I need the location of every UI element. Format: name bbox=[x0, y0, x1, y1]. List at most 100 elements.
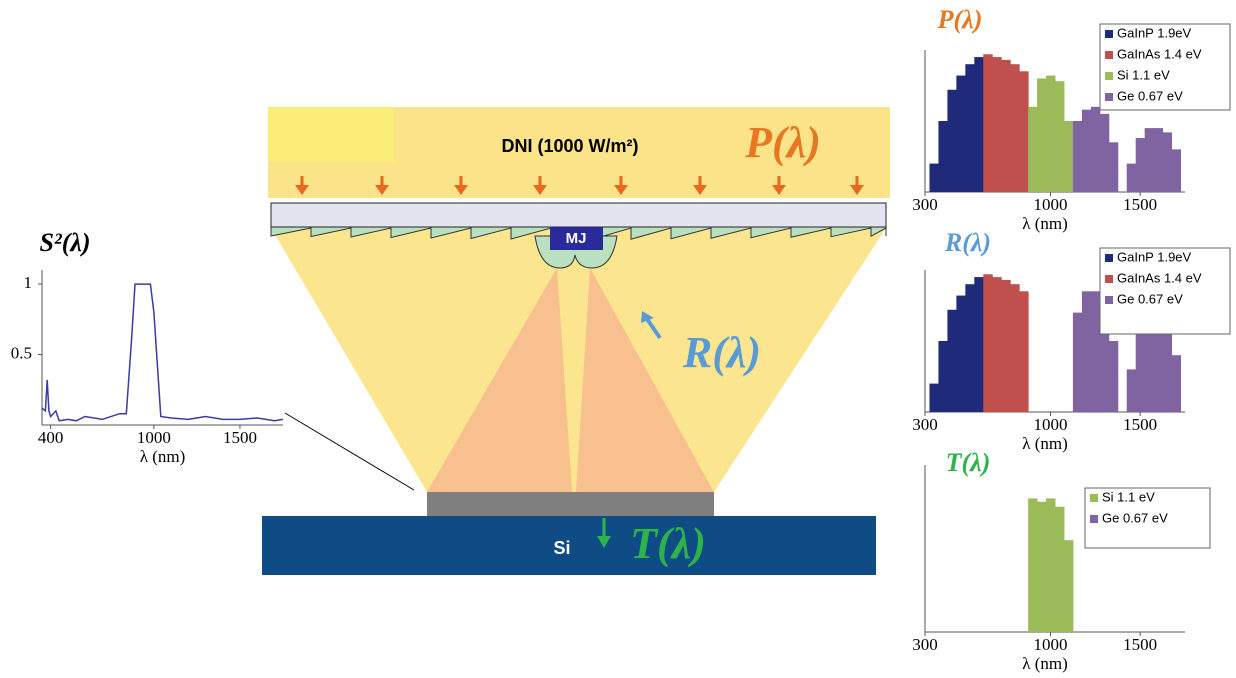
spectrum-bar bbox=[1172, 355, 1181, 412]
spectrum-bar bbox=[1046, 498, 1055, 632]
x-tick-label: 1000 bbox=[1034, 415, 1068, 434]
spectrum-bar bbox=[938, 341, 947, 412]
spectrum-bar bbox=[1064, 540, 1073, 632]
x-tick-label: 1500 bbox=[1123, 415, 1157, 434]
spectrum-bar bbox=[1019, 71, 1028, 192]
spectrum-bar bbox=[947, 90, 956, 192]
spectrum-bar bbox=[1163, 132, 1172, 192]
spectrum-bar bbox=[1010, 284, 1019, 412]
spectrum-bar bbox=[1028, 498, 1037, 632]
transmitted-label: T(λ) bbox=[630, 519, 706, 568]
y-tick-label: 1 bbox=[24, 273, 33, 292]
y-tick-label: 0.5 bbox=[11, 343, 32, 362]
spectrum-bar bbox=[965, 284, 974, 412]
spectrum-bar bbox=[992, 57, 1001, 192]
legend-swatch bbox=[1105, 72, 1113, 80]
spectrum-bar bbox=[1055, 81, 1064, 192]
spectrum-bar bbox=[1172, 149, 1181, 192]
dni-label: DNI (1000 W/m²) bbox=[501, 136, 638, 156]
spectrum-bar bbox=[956, 76, 965, 192]
x-tick-label: 1500 bbox=[223, 428, 257, 447]
legend-label: Si 1.1 eV bbox=[1117, 67, 1170, 82]
chart-title: R(λ) bbox=[944, 228, 991, 257]
legend-swatch bbox=[1105, 30, 1113, 38]
legend-label: GaInP 1.9eV bbox=[1117, 25, 1192, 40]
reflected-label: R(λ) bbox=[682, 328, 761, 377]
glass-plate bbox=[271, 203, 886, 227]
spectrum-bar bbox=[929, 164, 938, 192]
x-axis-label: λ (nm) bbox=[140, 447, 186, 466]
line bbox=[42, 284, 283, 421]
si-label: Si bbox=[553, 538, 570, 558]
legend-label: Ge 0.67 eV bbox=[1117, 291, 1183, 306]
spectrum-bar bbox=[1154, 327, 1163, 412]
x-axis-label: λ (nm) bbox=[1022, 434, 1068, 453]
spectrum-bar bbox=[1091, 107, 1100, 192]
spectrum-bar bbox=[1136, 138, 1145, 192]
x-tick-label: 1000 bbox=[137, 428, 171, 447]
legend-swatch bbox=[1105, 254, 1113, 262]
x-tick-label: 300 bbox=[912, 635, 938, 654]
spectrum-bar bbox=[1082, 291, 1091, 412]
spectrum-bar bbox=[1091, 291, 1100, 412]
spectrum-bar bbox=[1163, 334, 1172, 412]
x-tick-label: 300 bbox=[912, 415, 938, 434]
spectrum-bar bbox=[965, 64, 974, 192]
mj-label: MJ bbox=[566, 230, 587, 247]
spectrum-bar bbox=[1046, 76, 1055, 192]
x-axis-label: λ (nm) bbox=[1022, 214, 1068, 233]
spectrum-bar bbox=[938, 121, 947, 192]
legend-swatch bbox=[1090, 515, 1098, 523]
spectrum-bar bbox=[1001, 60, 1010, 192]
spectrum-bar bbox=[1109, 341, 1118, 412]
x-axis-label: λ (nm) bbox=[1022, 654, 1068, 673]
spectrum-bar bbox=[1055, 507, 1064, 632]
spectrum-bar bbox=[1127, 164, 1136, 192]
legend-label: GaInAs 1.4 eV bbox=[1117, 270, 1202, 285]
x-tick-label: 1000 bbox=[1034, 195, 1068, 214]
spectrum-bar bbox=[1001, 280, 1010, 412]
spectrum-bar bbox=[1145, 327, 1154, 412]
spectrum-bar bbox=[1019, 291, 1028, 412]
x-tick-label: 1500 bbox=[1123, 635, 1157, 654]
legend-label: Si 1.1 eV bbox=[1102, 489, 1155, 504]
spectrum-bar bbox=[1082, 110, 1091, 192]
spectrum-bar bbox=[974, 277, 983, 412]
spectrum-bar bbox=[956, 296, 965, 412]
chart-title: S²(λ) bbox=[39, 228, 90, 257]
spectrum-bar bbox=[1028, 107, 1037, 192]
spectrum-bar bbox=[1136, 334, 1145, 412]
spectrum-bar bbox=[1109, 142, 1118, 192]
spectrum-bar bbox=[1100, 114, 1109, 192]
spectrum-bar bbox=[947, 310, 956, 412]
chart-title: T(λ) bbox=[946, 448, 991, 477]
spectrum-bar bbox=[1064, 121, 1073, 192]
spectrum-bar bbox=[1037, 78, 1046, 192]
dni-highlight bbox=[268, 107, 394, 162]
incident-label: P(λ) bbox=[744, 118, 821, 167]
legend-label: GaInAs 1.4 eV bbox=[1117, 46, 1202, 61]
spectrum-bar bbox=[983, 54, 992, 192]
x-tick-label: 400 bbox=[38, 428, 64, 447]
x-tick-label: 1000 bbox=[1034, 635, 1068, 654]
spectrum-bar bbox=[1154, 128, 1163, 192]
spectrum-bar bbox=[1145, 128, 1154, 192]
spectrum-bar bbox=[929, 384, 938, 412]
x-tick-label: 300 bbox=[912, 195, 938, 214]
spectrum-bar bbox=[983, 274, 992, 412]
legend-label: GaInP 1.9eV bbox=[1117, 249, 1192, 264]
spectrum-bar bbox=[1073, 121, 1082, 192]
spectrum-bar bbox=[1073, 313, 1082, 412]
spacer bbox=[427, 492, 714, 516]
legend-swatch bbox=[1105, 93, 1113, 101]
legend-label: Ge 0.67 eV bbox=[1117, 88, 1183, 103]
legend-swatch bbox=[1105, 51, 1113, 59]
spectrum-bar bbox=[992, 277, 1001, 412]
chart-title: P(λ) bbox=[937, 5, 983, 34]
legend-label: Ge 0.67 eV bbox=[1102, 510, 1168, 525]
spectrum-bar bbox=[1127, 369, 1136, 412]
legend-swatch bbox=[1105, 296, 1113, 304]
legend-swatch bbox=[1090, 494, 1098, 502]
figure: MJ Si DNI (1000 W/m²) P(λ) R(λ) T(λ) S²(… bbox=[0, 0, 1236, 673]
x-tick-label: 1500 bbox=[1123, 195, 1157, 214]
